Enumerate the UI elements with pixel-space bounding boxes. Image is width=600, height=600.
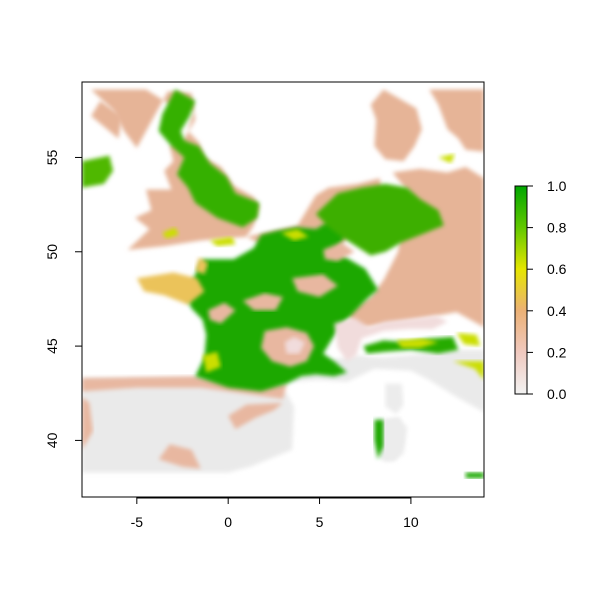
- y-tick-label: 50: [44, 244, 60, 260]
- map-region-scandinavia: [429, 89, 484, 152]
- y-tick-label: 45: [44, 338, 60, 354]
- map-region-scandinavia: [370, 89, 422, 162]
- colorbar-tick-label: 0.6: [547, 261, 567, 277]
- map-region-massif-central: [292, 274, 338, 297]
- map-region-central-europe: [347, 166, 484, 330]
- map-region-britain-east: [158, 89, 260, 228]
- x-tick-label: 10: [403, 514, 419, 530]
- map-region-massif-central: [242, 293, 283, 311]
- x-axis: -5 0 5 10: [131, 497, 419, 530]
- map-region-massif-central: [323, 242, 355, 262]
- map-region-land-background: [82, 378, 294, 473]
- map-region-sardinia-corsica: [385, 383, 404, 414]
- map-region-corsica-green: [465, 472, 484, 479]
- map-region-ireland: [82, 155, 114, 188]
- map-region-britain-low: [91, 100, 123, 139]
- colorbar-gradient: [514, 185, 528, 395]
- colorbar-tick-label: 0.8: [547, 220, 567, 236]
- map-region-sardinia-corsica: [378, 417, 408, 462]
- map-region-iberia-north-band: [82, 397, 93, 450]
- map-region-brittany: [136, 272, 205, 305]
- map-region-yellow-patches: [396, 338, 439, 348]
- map-region-benelux-germany: [315, 183, 444, 256]
- map-region-iberia-north-band: [158, 444, 201, 469]
- map-region-yellow-patches: [162, 227, 179, 239]
- map-region-massif-central: [208, 302, 236, 324]
- raster-map: [82, 89, 484, 479]
- map-region-yellow-patches: [281, 229, 309, 241]
- map-region-yellow-patches: [438, 153, 455, 164]
- map-region-yellow-patches: [209, 236, 236, 247]
- colorbar-tick-label: 0.4: [547, 303, 567, 319]
- colorbar-tick-label: 1.0: [547, 178, 567, 194]
- y-axis: 40 45 50 55: [44, 149, 82, 448]
- map-region-yellow-patches: [202, 351, 221, 373]
- x-tick-label: 5: [316, 514, 324, 530]
- colorbar-tick-label: 0.2: [547, 344, 567, 360]
- y-tick-label: 55: [44, 149, 60, 165]
- x-tick-label: 0: [224, 514, 232, 530]
- map-region-corsica-green: [374, 419, 384, 460]
- map-region-alps: [284, 336, 305, 354]
- map-region-brittany: [195, 257, 209, 275]
- plot-frame: [81, 81, 485, 498]
- map-region-iberia-north-band: [228, 402, 283, 430]
- map-region-alps: [334, 315, 448, 362]
- map-region-iberia-north-band: [82, 376, 287, 399]
- colorbar-legend: 0.0 0.2 0.4 0.6 0.8 1.0: [514, 178, 567, 402]
- map-region-yellow-patches: [452, 361, 484, 380]
- x-tick-label: -5: [131, 514, 144, 530]
- y-tick-label: 40: [44, 432, 60, 448]
- colorbar-tick-label: 0.0: [547, 386, 567, 402]
- map-region-yellow-patches: [456, 332, 481, 347]
